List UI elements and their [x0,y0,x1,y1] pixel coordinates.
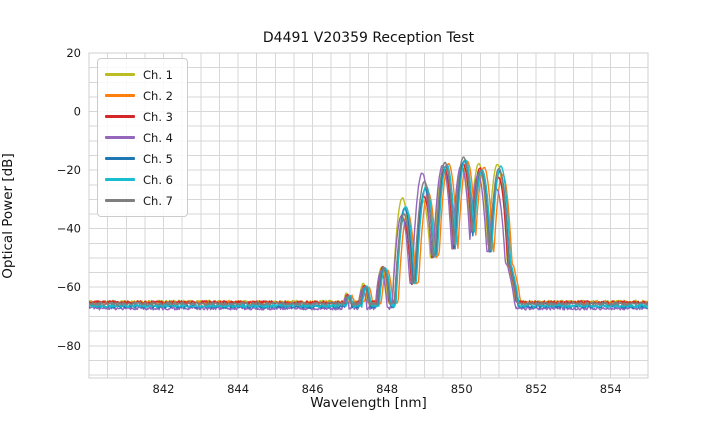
x-tick-label: 850 [451,382,473,396]
legend-item: Ch. 1 [105,64,179,85]
legend-swatch-icon [105,73,135,76]
legend-item: Ch. 4 [105,127,179,148]
y-tick-label: −20 [57,163,81,177]
legend-label: Ch. 5 [143,151,173,166]
x-tick-label: 854 [600,382,622,396]
legend-item: Ch. 5 [105,148,179,169]
x-axis-label: Wavelength [nm] [310,395,427,411]
series-line-7 [89,156,648,306]
chart-title: D4491 V20359 Reception Test [262,30,475,46]
legend-swatch-icon [105,178,135,181]
legend-swatch-icon [105,94,135,97]
legend-item: Ch. 7 [105,190,179,211]
legend-item: Ch. 2 [105,85,179,106]
legend-swatch-icon [105,199,135,202]
series-line-4 [89,164,648,311]
legend-label: Ch. 2 [143,88,173,103]
y-tick-label: −80 [57,339,81,353]
legend-label: Ch. 4 [143,130,173,145]
y-tick-label: −40 [57,222,81,236]
y-axis-label: Optical Power [dB] [0,153,16,279]
legend-swatch-icon [105,136,135,139]
y-tick-label: −60 [57,280,81,294]
legend-item: Ch. 3 [105,106,179,127]
x-tick-label: 848 [376,382,398,396]
x-tick-label: 852 [525,382,547,396]
y-tick-label: 0 [74,105,81,119]
legend: Ch. 1 Ch. 2 Ch. 3 Ch. 4 Ch. 5 Ch. 6 Ch. 7 [97,58,188,217]
legend-label: Ch. 6 [143,172,173,187]
legend-item: Ch. 6 [105,169,179,190]
legend-swatch-icon [105,157,135,160]
y-tick-label: 20 [66,46,81,60]
legend-label: Ch. 3 [143,109,173,124]
legend-label: Ch. 1 [143,67,173,82]
x-tick-label: 842 [153,382,175,396]
x-tick-label: 844 [227,382,249,396]
x-tick-label: 846 [302,382,324,396]
legend-label: Ch. 7 [143,193,173,208]
plot-border [88,52,649,379]
legend-swatch-icon [105,115,135,118]
